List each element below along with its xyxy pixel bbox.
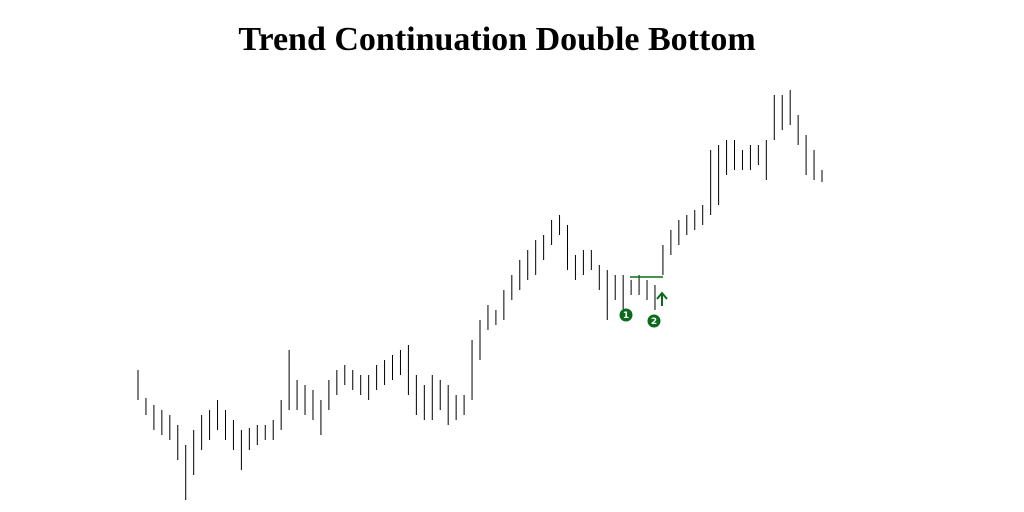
arrow-head [656, 291, 668, 300]
chart-title: Trend Continuation Double Bottom [238, 21, 755, 58]
pattern-marker-label: 2 [651, 317, 657, 327]
pattern-marker-label: 1 [623, 311, 629, 321]
pattern-marker [647, 314, 661, 328]
pattern-marker [619, 308, 633, 322]
